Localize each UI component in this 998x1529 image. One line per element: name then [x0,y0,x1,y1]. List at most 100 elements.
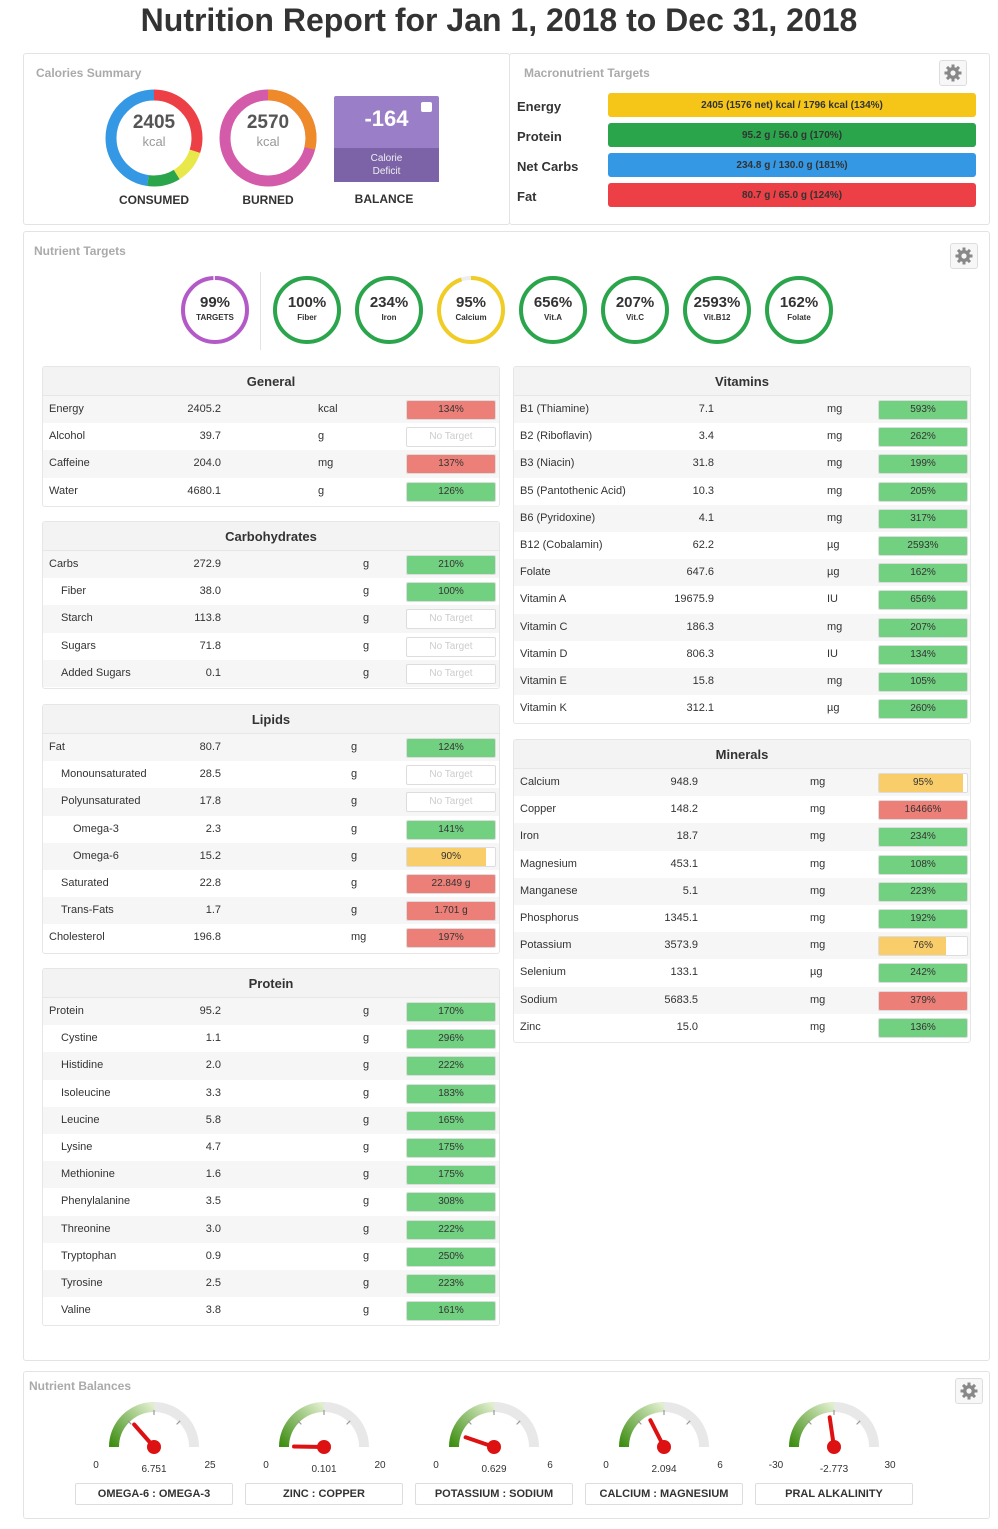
target-percent-bar: 250% [406,1246,496,1267]
table-row: Cholesterol 196.8 mg 197% [43,924,499,951]
target-percent-text: No Target [429,640,473,652]
table-row: Omega-3 2.3 g 141% [43,816,499,843]
nutrient-amount: 186.3 [686,620,714,633]
nutrient-amount: 39.7 [199,430,221,443]
nutrient-name: B5 (Pantothenic Acid) [520,484,626,497]
target-bar-fill [407,1166,495,1185]
macro-bar-energy: 2405 (1576 net) kcal / 1796 kcal (134%) [609,94,975,116]
nutrient-unit: g [363,1005,370,1017]
target-bar-fill [879,828,967,847]
table-row: Potassium 3573.9 mg 76% [514,932,970,960]
ring-chart [437,276,505,344]
target-ring-calcium: 95% Calcium [435,274,507,346]
target-percent-text: 308% [438,1196,464,1208]
target-percent-bar: 126% [406,481,496,502]
gauge-ratio-button[interactable]: POTASSIUM : SODIUM [415,1483,573,1505]
nutrient-amount: 3.0 [205,1222,221,1235]
nutrient-name: Vitamin E [520,674,567,687]
nutrient-amount: 17.8 [199,795,221,808]
gauge-ratio-button[interactable]: PRAL ALKALINITY [755,1483,913,1505]
table-row: Calcium 948.9 mg 95% [514,769,970,797]
macro-bar-protein: 95.2 g / 56.0 g (170%) [609,124,975,146]
nutrient-unit: µg [827,702,840,715]
nutrient-unit: g [363,612,370,625]
gauge-ratio-button[interactable]: CALCIUM : MAGNESIUM [585,1483,743,1505]
general-table: General Energy 2405.2 kcal 134% Alcohol 39.7 g N… [42,366,500,507]
target-percent-bar: 223% [406,1273,496,1294]
target-percent-text: 90% [440,850,461,862]
target-bar-fill [879,855,967,874]
gauge-ratio-button[interactable]: OMEGA-6 : OMEGA-3 [75,1483,233,1505]
table-row: Trans-Fats 1.7 g 1.701 g [43,897,499,925]
gauge-min: 0 [433,1460,439,1471]
burned-value: 2570 [246,112,290,133]
target-percent-text: 105% [910,675,936,687]
gauge-min: 0 [93,1460,99,1471]
target-percent-text: 379% [910,994,936,1006]
target-percent-bar: 165% [406,1110,496,1131]
nutrient-amount: 2.5 [205,1276,221,1289]
target-percent-text: 170% [438,1006,464,1017]
target-percent-text: 223% [910,885,936,897]
target-bar-fill [407,902,495,921]
nutrient-name: Water [49,484,78,497]
nutrient-name: Energy [49,403,84,415]
target-bar-fill [879,991,967,1010]
nutrient-amount: 453.1 [670,857,698,870]
nutrient-unit: g [351,876,358,889]
balance-caption: BALANCE [354,192,414,206]
table-row: Vitamin C 186.3 mg 207% [514,613,970,641]
target-percent-bar: 183% [406,1083,496,1104]
vitamins-table-title: Vitamins [514,367,970,396]
target-percent-bar: 100% [406,582,496,603]
nutrient-name: Sugars [61,639,96,652]
minerals-table-body: Calcium 948.9 mg 95% Copper 148.2 mg 16466% Iron… [514,769,970,1041]
target-percent-bar: 175% [406,1137,496,1158]
gauge-green-band [109,1402,155,1448]
nutrient-name: Threonine [61,1222,111,1235]
calories-summary-title: Calories Summary [36,66,142,80]
nutrient-name: Polyunsaturated [61,795,141,808]
target-bar-fill [879,937,946,956]
nutrient-name: Omega-3 [73,822,119,835]
nutrient-unit: mg [810,884,826,897]
target-ring-vit-c: 207% Vit.C [599,274,671,346]
target-bar-fill [407,1084,495,1103]
macro-settings-button[interactable] [939,60,967,86]
gauge-ratio-button[interactable]: ZINC : COPPER [245,1483,403,1505]
target-percent-bar: 207% [878,617,968,638]
nutrient-name: Fat [49,741,65,753]
target-percent-bar: 95% [878,773,968,793]
table-row: Magnesium 453.1 mg 108% [514,851,970,878]
balance-sub: Calorie Deficit [334,148,439,182]
ring-arc [519,276,587,344]
nutrient-unit: mg [827,457,843,470]
nutrient-name: Starch [61,612,93,625]
target-bar-fill [407,556,495,574]
nutrient-unit: g [351,904,358,917]
gauge-hub [827,1440,841,1454]
ring-percent: 234% [369,294,409,311]
nutrient-name: Copper [520,803,557,816]
target-bar-fill [407,847,487,866]
nutrient-amount: 148.2 [670,803,698,816]
table-row: Sodium 5683.5 mg 379% [514,986,970,1014]
target-percent-bar: 108% [878,854,968,875]
target-percent-text: No Target [429,667,473,679]
nutrient-name: Added Sugars [61,666,131,679]
table-row: Fat 80.7 g 124% [43,734,499,762]
target-bar-fill [407,1193,495,1212]
target-percent-text: 136% [910,1021,936,1033]
nutrient-settings-button[interactable] [950,243,978,269]
table-row: Cystine 1.1 g 296% [43,1025,499,1052]
target-bar-fill [879,774,963,792]
ring-label: Vit.C [625,313,645,322]
nutrient-unit: g [351,822,358,835]
target-percent-text: 197% [438,932,464,944]
ring-chart [181,276,249,344]
target-percent-bar: 242% [878,963,968,984]
target-percent-text: 134% [910,648,936,660]
target-bar-fill [407,401,495,419]
table-row: Alcohol 39.7 g No Target [43,423,499,450]
balances-settings-button[interactable] [955,1378,983,1404]
